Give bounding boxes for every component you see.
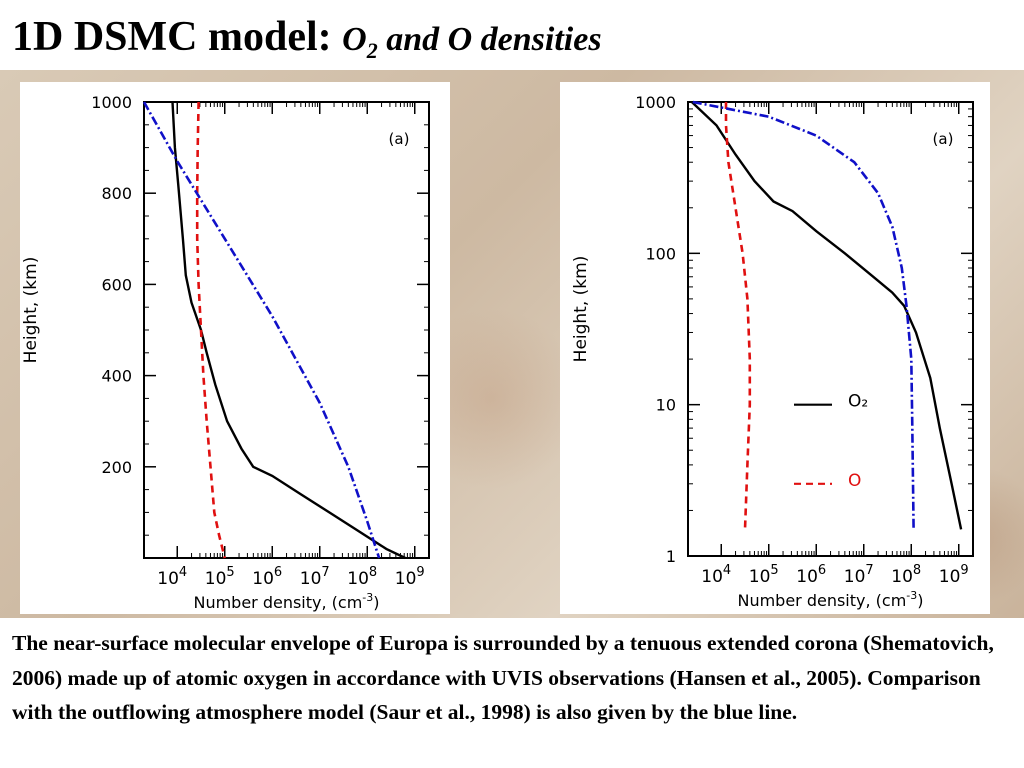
y-tick-label: 800 xyxy=(101,184,132,203)
y-tick-label: 200 xyxy=(101,458,132,477)
plot-frame xyxy=(143,101,430,559)
right-chart-panel: 104 105 106 107 108 109 1000 100 10 1 Number densi… xyxy=(560,82,990,614)
title-species-rest: and O densities xyxy=(377,21,602,58)
title-main: 1D DSMC model: xyxy=(12,14,343,60)
series-saur-et-al-1998 xyxy=(692,100,915,530)
right-density-chart: 104 105 106 107 108 109 1000 100 10 1 Number densi… xyxy=(571,93,974,610)
x-axis-label: Number density, (cm-3) xyxy=(737,589,923,610)
panel-label: (a) xyxy=(389,130,410,148)
title-species-subscript: 2 xyxy=(366,37,378,63)
left-chart-panel: 104 105 106 107 108 109 1000 800 600 400 200 Number… xyxy=(20,82,450,614)
x-tick-label: 108 xyxy=(891,563,921,587)
x-tick-label: 105 xyxy=(749,563,779,587)
x-tick-label: 104 xyxy=(157,565,187,589)
x-tick-label: 107 xyxy=(300,565,330,589)
y-tick-label: 100 xyxy=(645,244,676,263)
x-tick-label: 106 xyxy=(796,563,826,587)
y-tick-label: 1000 xyxy=(91,93,132,112)
y-axis-label: Height, (km) xyxy=(21,257,41,364)
x-tick-label: 108 xyxy=(347,565,377,589)
x-tick-label: 106 xyxy=(252,565,282,589)
series-saur-et-al-1998 xyxy=(142,101,381,559)
x-axis-label: Number density, (cm-3) xyxy=(193,591,379,612)
title-species: O2 and O densities xyxy=(342,21,602,63)
x-tick-label: 107 xyxy=(844,563,874,587)
title-species-o: O xyxy=(342,21,367,58)
left-density-chart: 104 105 106 107 108 109 1000 800 600 400 200 Number… xyxy=(21,93,430,612)
y-tick-label: 1000 xyxy=(635,93,676,112)
x-tick-label: 104 xyxy=(701,563,731,587)
y-tick-label: 600 xyxy=(101,275,132,294)
plot-frame xyxy=(687,101,974,557)
y-axis-label: Height, (km) xyxy=(571,256,591,363)
caption-text: The near-surface molecular envelope of E… xyxy=(12,631,994,724)
y-tick-label: 1 xyxy=(666,547,676,566)
slide-title: 1D DSMC model: O2 and O densities xyxy=(12,6,602,68)
x-tick-label: 109 xyxy=(939,563,969,587)
legend-label: O₂ xyxy=(848,392,868,412)
panel-label: (a) xyxy=(933,130,954,148)
x-tick-label: 109 xyxy=(395,565,425,589)
series-o2 xyxy=(171,101,406,560)
y-tick-label: 10 xyxy=(656,396,676,415)
legend-label: O xyxy=(848,471,861,491)
series-o xyxy=(195,101,227,559)
x-tick-label: 105 xyxy=(205,565,235,589)
series-o2 xyxy=(690,101,963,530)
series-o xyxy=(724,102,752,530)
y-tick-label: 400 xyxy=(101,367,132,386)
